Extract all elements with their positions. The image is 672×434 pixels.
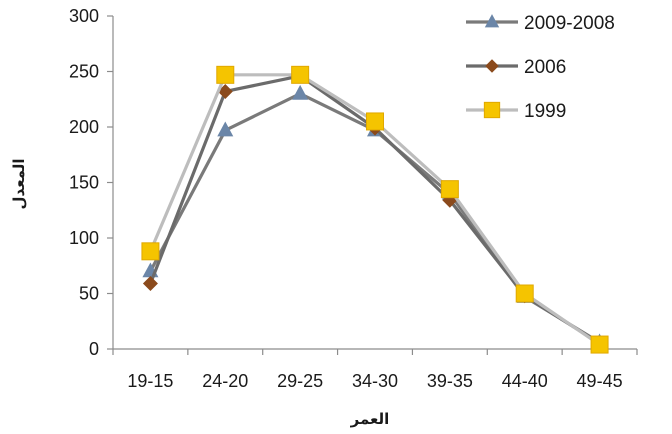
y-axis-title: المعدل [10,159,28,210]
y-tick-label: 300 [69,6,99,26]
x-tick-label: 34-30 [352,371,398,391]
series-1999 [141,65,609,354]
data-point [440,180,459,199]
data-point [141,242,160,261]
x-tick-label: 44-40 [502,371,548,391]
y-tick-label: 250 [69,62,99,82]
data-point [590,335,609,354]
legend-marker [483,101,501,119]
y-tick-label: 0 [89,339,99,359]
data-point [142,276,158,292]
axes: 0 50 100 150 200 250 300 19-15 24-20 29-25 34-30 39… [69,6,638,391]
legend: 2009-2008 2006 1999 [466,13,615,122]
legend-label: 1999 [524,101,566,122]
x-tick-label: 24-20 [202,371,248,391]
legend-label: 2006 [524,57,566,78]
x-tick-label: 39-35 [427,371,473,391]
data-point [366,112,384,131]
series-layer [141,65,609,354]
legend-marker [484,14,500,28]
y-tick-label: 150 [69,173,99,193]
y-tick-label: 200 [69,117,99,137]
y-tick-label: 100 [69,228,99,248]
x-tick-label: 49-45 [577,371,623,391]
y-tick-label: 50 [79,284,99,304]
legend-entry: 2006 [466,57,566,78]
legend-entry: 2009-2008 [466,13,615,34]
x-tick-label: 19-15 [127,371,173,391]
data-point [515,284,534,303]
data-point [217,121,234,137]
data-point [291,65,310,84]
legend-marker [485,59,499,73]
legend-entry: 1999 [466,101,566,122]
data-point [216,65,235,84]
x-tick-label: 29-25 [277,371,323,391]
x-axis-title: العمر [350,410,390,428]
legend-label: 2009-2008 [524,13,615,34]
data-point [292,84,309,100]
